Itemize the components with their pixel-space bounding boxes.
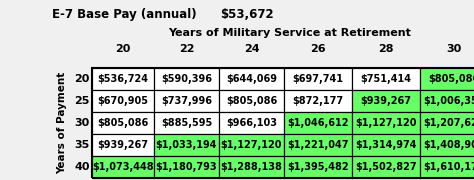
Text: $1,207,629: $1,207,629 bbox=[423, 118, 474, 128]
Bar bbox=[284, 156, 352, 178]
Text: $1,127,120: $1,127,120 bbox=[355, 118, 417, 128]
Text: 20: 20 bbox=[74, 74, 90, 84]
Bar bbox=[352, 90, 420, 112]
Bar bbox=[154, 90, 219, 112]
Text: 26: 26 bbox=[310, 44, 326, 54]
Text: 25: 25 bbox=[74, 96, 90, 106]
Bar bbox=[284, 134, 352, 156]
Text: $1,502,827: $1,502,827 bbox=[355, 162, 417, 172]
Text: $805,086: $805,086 bbox=[97, 118, 149, 128]
Bar bbox=[219, 90, 284, 112]
Bar bbox=[92, 112, 154, 134]
Text: $805,086: $805,086 bbox=[428, 74, 474, 84]
Bar bbox=[420, 112, 474, 134]
Text: 24: 24 bbox=[244, 44, 259, 54]
Text: $1,408,901: $1,408,901 bbox=[423, 140, 474, 150]
Text: $751,414: $751,414 bbox=[361, 74, 411, 84]
Text: $1,033,194: $1,033,194 bbox=[156, 140, 217, 150]
Text: 22: 22 bbox=[179, 44, 194, 54]
Bar bbox=[352, 112, 420, 134]
Text: Years of Military Service at Retirement: Years of Military Service at Retirement bbox=[169, 28, 411, 38]
Text: $1,006,358: $1,006,358 bbox=[423, 96, 474, 106]
Text: $670,905: $670,905 bbox=[98, 96, 148, 106]
Text: $737,996: $737,996 bbox=[161, 96, 212, 106]
Text: $939,267: $939,267 bbox=[361, 96, 411, 106]
Text: $1,221,047: $1,221,047 bbox=[287, 140, 349, 150]
Text: $1,180,793: $1,180,793 bbox=[155, 162, 217, 172]
Bar bbox=[352, 134, 420, 156]
Bar bbox=[352, 156, 420, 178]
Text: $939,267: $939,267 bbox=[98, 140, 148, 150]
Text: $644,069: $644,069 bbox=[226, 74, 277, 84]
Text: $536,724: $536,724 bbox=[98, 74, 148, 84]
Bar bbox=[352, 68, 420, 90]
Text: $805,086: $805,086 bbox=[226, 96, 277, 106]
Text: $697,741: $697,741 bbox=[292, 74, 344, 84]
Text: Years of Payment: Years of Payment bbox=[57, 72, 67, 174]
Text: $1,073,448: $1,073,448 bbox=[92, 162, 154, 172]
Bar bbox=[92, 68, 474, 178]
Bar bbox=[92, 90, 154, 112]
Text: $1,610,172: $1,610,172 bbox=[423, 162, 474, 172]
Text: $872,177: $872,177 bbox=[292, 96, 344, 106]
Bar bbox=[154, 68, 219, 90]
Text: $53,672: $53,672 bbox=[220, 8, 273, 21]
Bar bbox=[420, 156, 474, 178]
Text: $1,288,138: $1,288,138 bbox=[220, 162, 283, 172]
Bar bbox=[420, 68, 474, 90]
Bar bbox=[284, 90, 352, 112]
Bar bbox=[219, 156, 284, 178]
Bar bbox=[219, 68, 284, 90]
Text: E-7 Base Pay (annual): E-7 Base Pay (annual) bbox=[52, 8, 197, 21]
Bar bbox=[420, 90, 474, 112]
Bar bbox=[154, 134, 219, 156]
Text: 20: 20 bbox=[115, 44, 131, 54]
Bar bbox=[284, 68, 352, 90]
Bar bbox=[92, 134, 154, 156]
Bar bbox=[420, 134, 474, 156]
Text: $1,127,120: $1,127,120 bbox=[221, 140, 282, 150]
Text: $590,396: $590,396 bbox=[161, 74, 212, 84]
Text: 30: 30 bbox=[74, 118, 90, 128]
Text: $1,046,612: $1,046,612 bbox=[287, 118, 349, 128]
Bar bbox=[284, 112, 352, 134]
Text: 30: 30 bbox=[447, 44, 462, 54]
Bar bbox=[92, 156, 154, 178]
Bar bbox=[154, 112, 219, 134]
Text: 40: 40 bbox=[74, 162, 90, 172]
Bar bbox=[219, 112, 284, 134]
Text: $885,595: $885,595 bbox=[161, 118, 212, 128]
Text: $1,395,482: $1,395,482 bbox=[287, 162, 349, 172]
Text: $1,314,974: $1,314,974 bbox=[355, 140, 417, 150]
Bar bbox=[92, 68, 154, 90]
Text: 35: 35 bbox=[74, 140, 90, 150]
Text: $966,103: $966,103 bbox=[226, 118, 277, 128]
Text: 28: 28 bbox=[378, 44, 394, 54]
Bar bbox=[154, 156, 219, 178]
Bar bbox=[219, 134, 284, 156]
